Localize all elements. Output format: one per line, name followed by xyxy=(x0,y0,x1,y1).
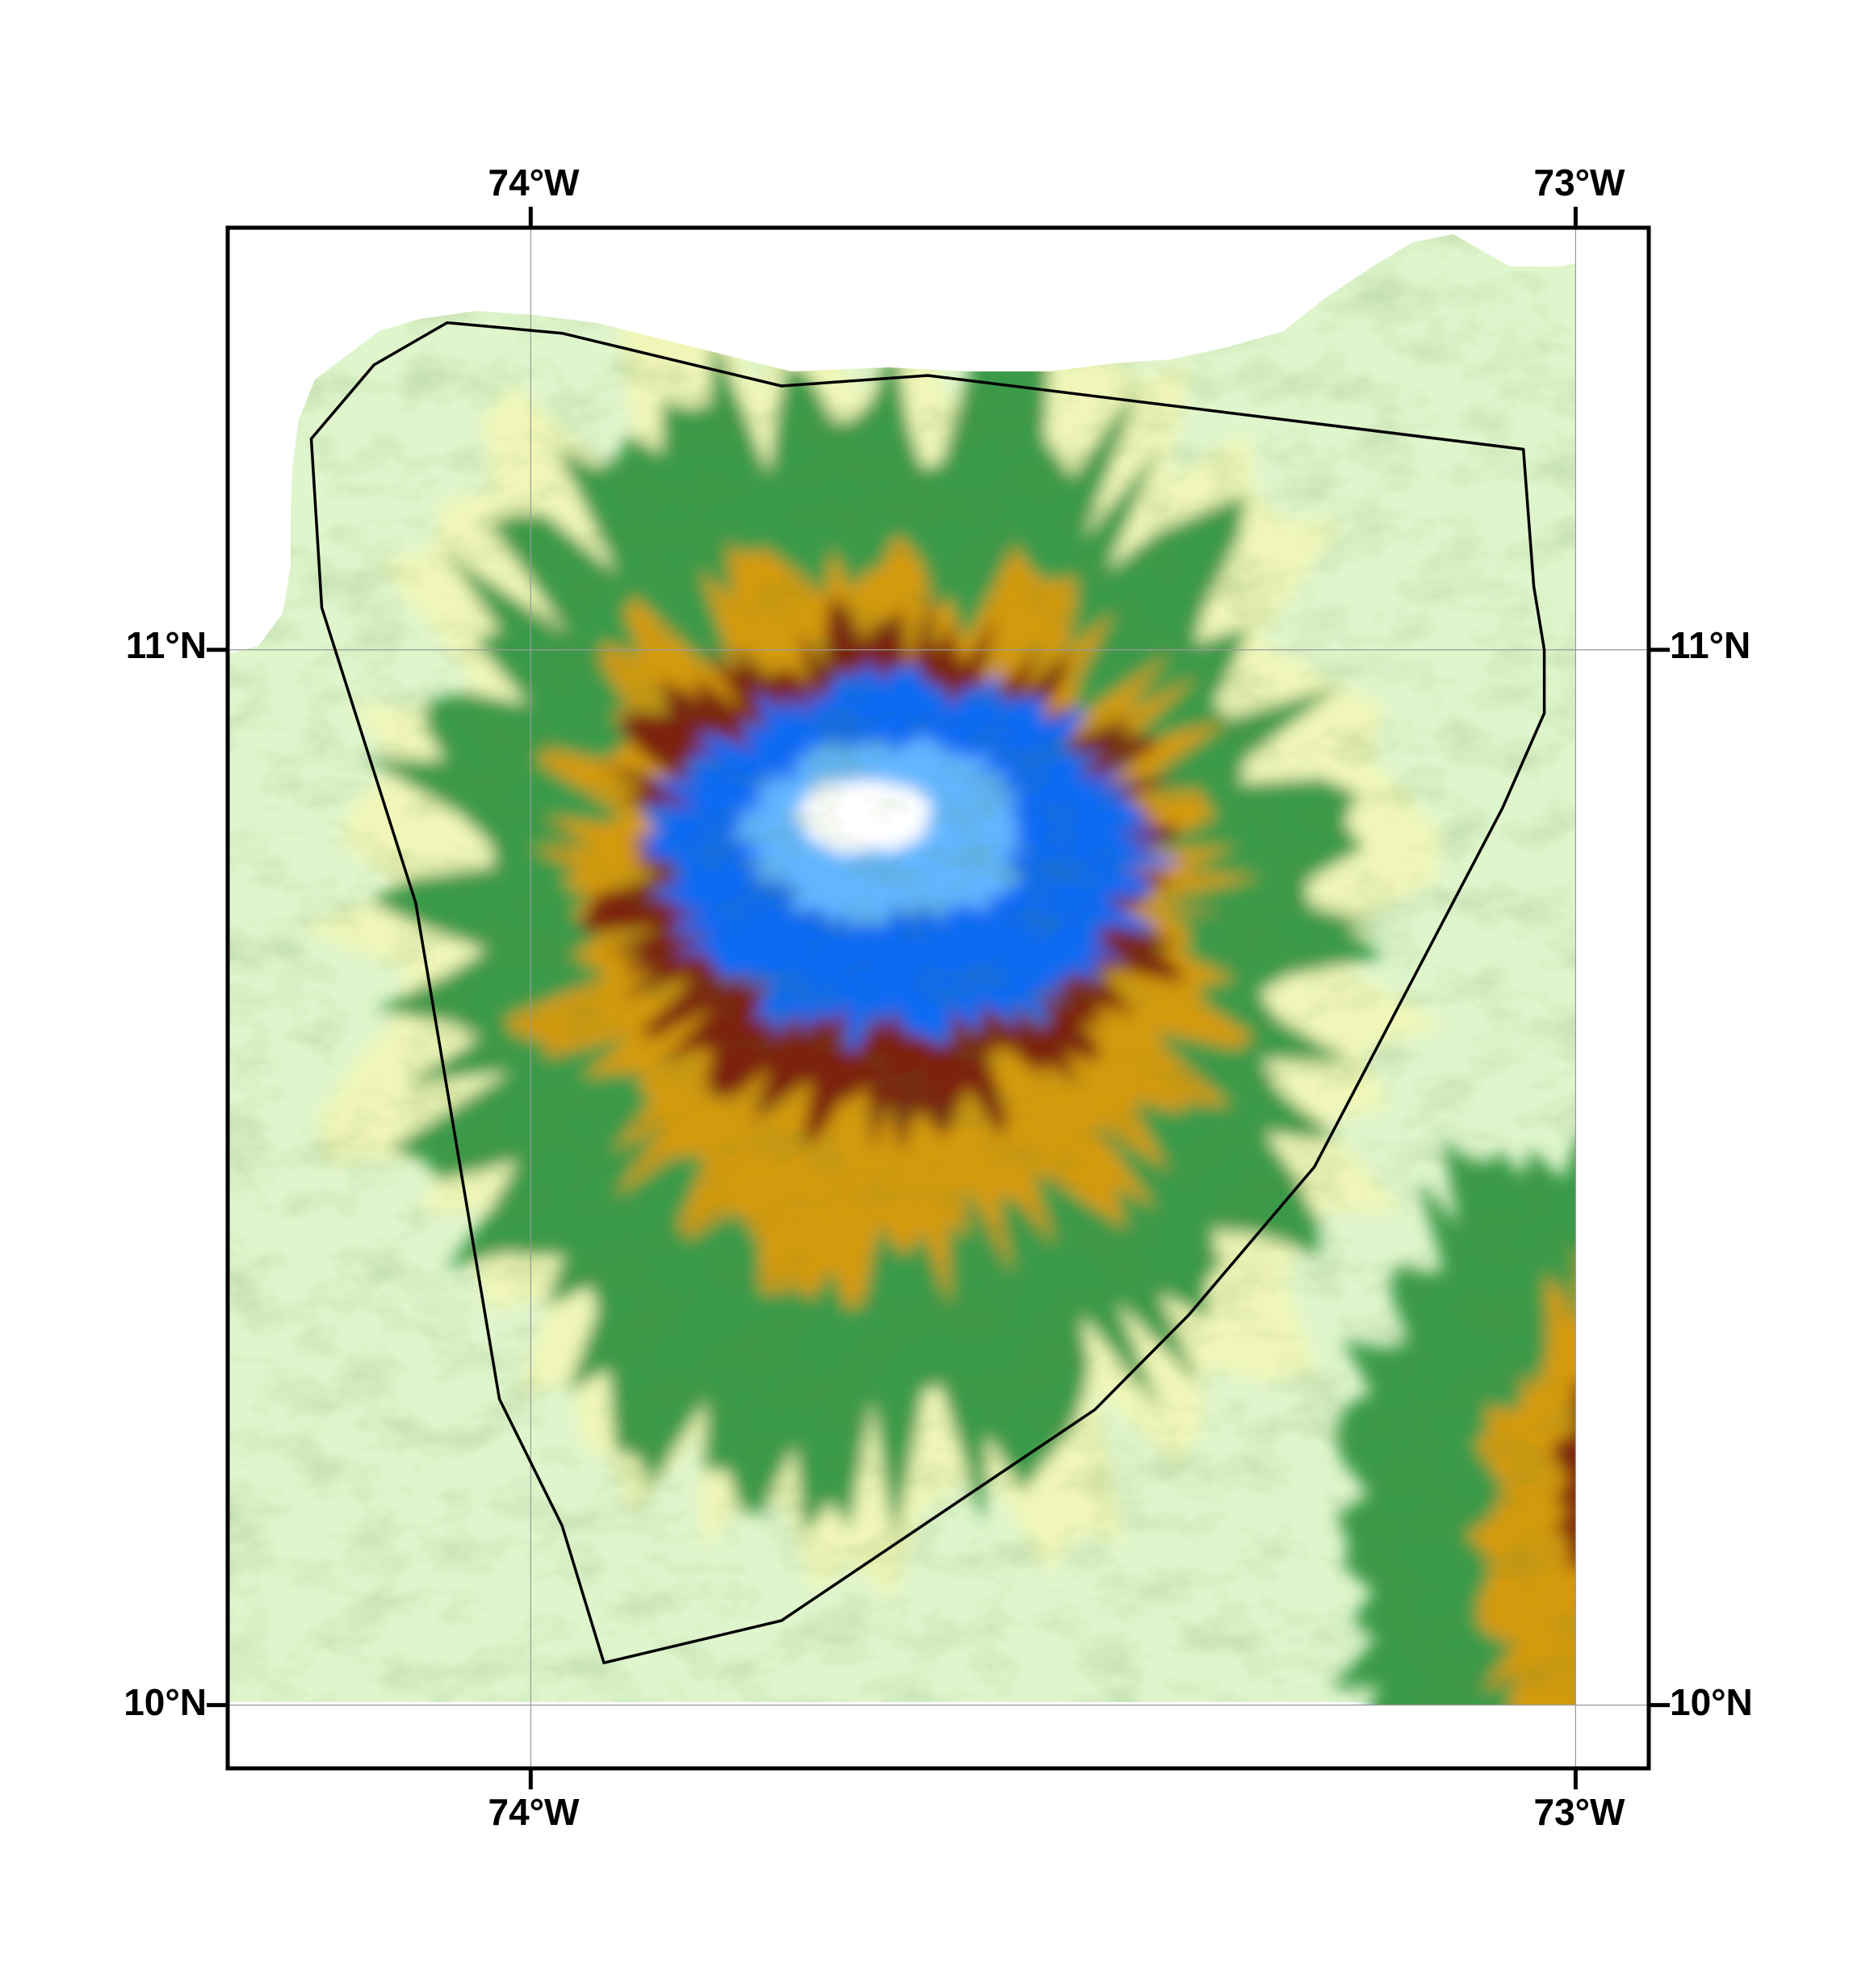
lon-label-top-73: 73°W xyxy=(1534,161,1626,203)
no-data-bottom xyxy=(228,1705,1649,1768)
study-area-boundary xyxy=(309,321,1546,1665)
lon-label-bottom-74: 74°W xyxy=(488,1791,581,1833)
lat-label-left-11: 11°N xyxy=(126,624,207,666)
graticule xyxy=(228,228,1649,1768)
map-frame xyxy=(225,225,1651,1771)
lon-label-top-74: 74°W xyxy=(488,161,581,203)
lat-label-left-10: 10°N xyxy=(124,1681,207,1723)
no-data-right xyxy=(1575,228,1649,1768)
lon-label-bottom-73: 73°W xyxy=(1534,1791,1626,1833)
sea-area xyxy=(228,228,1649,654)
lat-label-right-11: 11°N xyxy=(1670,624,1751,666)
terrain-texture xyxy=(228,228,1649,1702)
lat-label-right-10: 10°N xyxy=(1670,1681,1753,1723)
elevation-raster xyxy=(228,228,1649,1768)
axis-ticks xyxy=(207,207,1670,1789)
